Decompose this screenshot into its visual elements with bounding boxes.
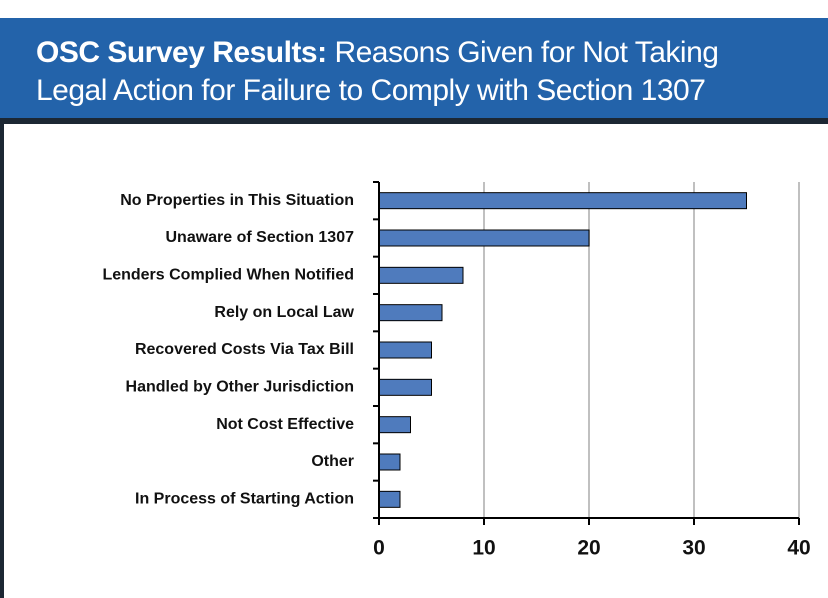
chart-subtitle: Reasons Given for Not Taking Legal Actio… [36, 36, 719, 107]
x-tick-label: 30 [682, 537, 705, 560]
y-tick-label: Lenders Complied When Notified [102, 267, 354, 284]
bar [378, 453, 401, 471]
y-tick-label: Rely on Local Law [214, 304, 354, 321]
chart-title: OSC Survey Results: [36, 36, 327, 69]
bar [378, 378, 432, 396]
y-tick-label: In Process of Starting Action [135, 491, 354, 508]
x-tick-label: 0 [373, 537, 385, 560]
y-tick-label: Unaware of Section 1307 [165, 229, 354, 246]
y-tick-label: Recovered Costs Via Tax Bill [135, 341, 354, 358]
x-tick-label: 40 [787, 537, 810, 560]
y-tick-label: Not Cost Effective [216, 416, 354, 433]
y-tick-label: Other [311, 453, 354, 470]
bar [378, 416, 411, 434]
bar [378, 229, 590, 247]
frame-left [0, 118, 4, 598]
y-tick-label: No Properties in This Situation [120, 192, 354, 209]
bar [378, 304, 443, 322]
bar [378, 192, 747, 210]
x-tick-label: 10 [472, 537, 495, 560]
x-tick-label: 20 [577, 537, 600, 560]
header-rule [0, 118, 828, 124]
bar [378, 266, 464, 284]
bar [378, 341, 432, 359]
bar [378, 490, 401, 508]
header: OSC Survey Results: Reasons Given for No… [0, 18, 828, 118]
y-tick-label: Handled by Other Jurisdiction [126, 379, 354, 396]
